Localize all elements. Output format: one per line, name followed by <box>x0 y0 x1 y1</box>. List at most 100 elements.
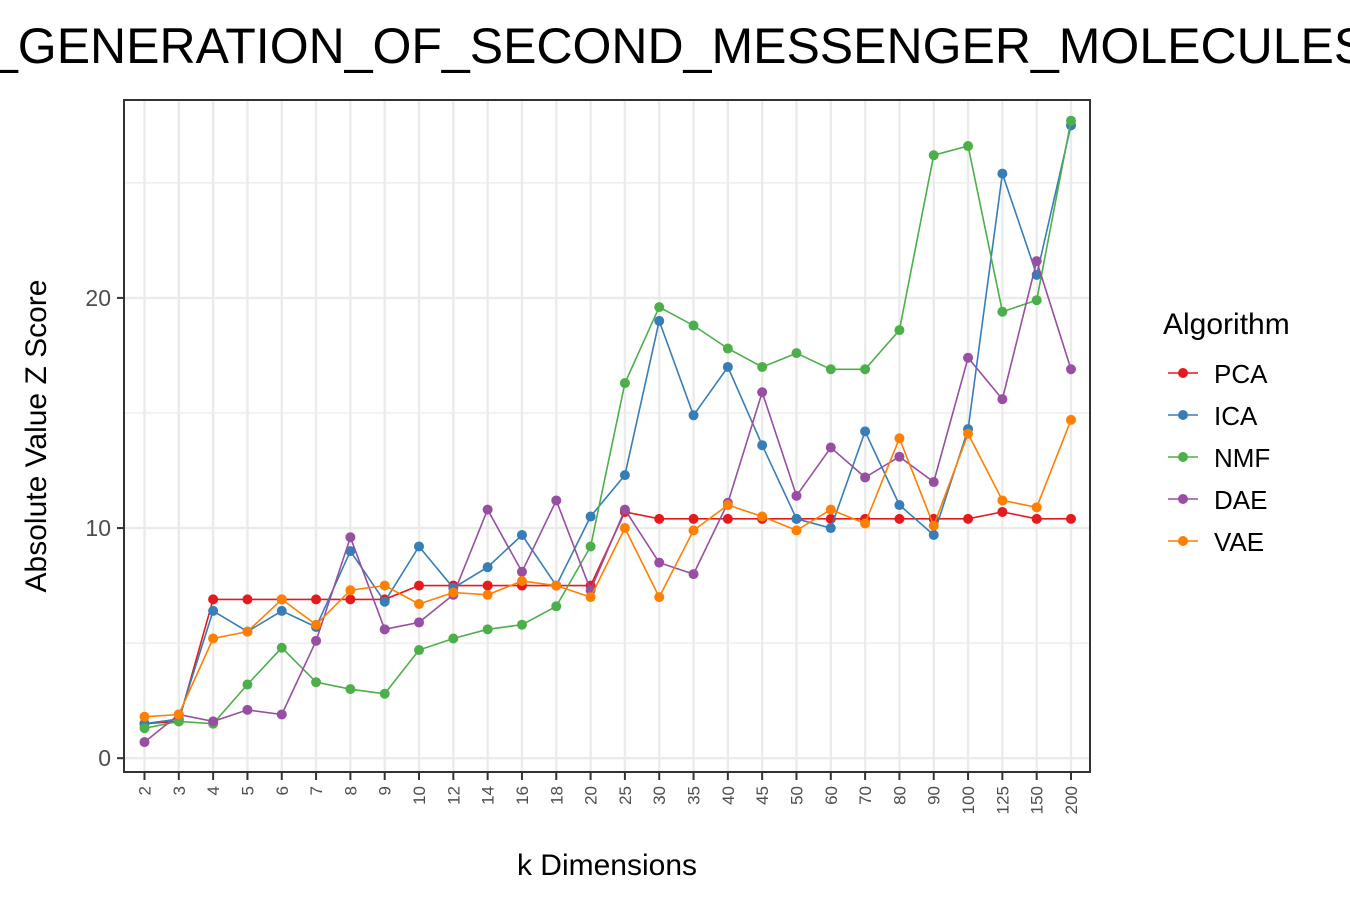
x-tick-label: 80 <box>890 786 909 805</box>
data-point-dae <box>482 504 493 515</box>
x-tick-label: 200 <box>1062 786 1081 814</box>
x-tick-label: 2 <box>136 786 155 795</box>
legend-item-nmf: NMF <box>1168 443 1270 473</box>
data-point-dae <box>379 624 390 635</box>
data-point-nmf <box>825 364 836 375</box>
data-point-vae <box>173 709 184 720</box>
data-point-ica <box>379 596 390 607</box>
x-tick-label: 14 <box>479 786 498 805</box>
data-point-vae <box>482 589 493 600</box>
data-point-vae <box>722 500 733 511</box>
x-tick-label: 150 <box>1028 786 1047 814</box>
data-point-nmf <box>516 619 527 630</box>
data-point-dae <box>242 704 253 715</box>
data-point-nmf <box>1031 295 1042 306</box>
data-point-dae <box>619 504 630 515</box>
data-point-pca <box>654 513 665 524</box>
x-tick-label: 70 <box>856 786 875 805</box>
data-point-vae <box>1031 502 1042 513</box>
data-point-vae <box>242 626 253 637</box>
data-point-ica <box>208 605 219 616</box>
data-point-vae <box>585 592 596 603</box>
data-point-ica <box>928 529 939 540</box>
data-point-pca <box>722 513 733 524</box>
data-point-nmf <box>414 645 425 656</box>
legend-label: DAE <box>1214 485 1267 515</box>
x-tick-label: 18 <box>547 786 566 805</box>
data-point-vae <box>688 525 699 536</box>
y-tick-label: 10 <box>85 515 111 541</box>
data-point-ica <box>757 440 768 451</box>
x-tick-label: 125 <box>993 786 1012 814</box>
legend-key-point <box>1178 536 1188 546</box>
x-tick-label: 90 <box>925 786 944 805</box>
x-tick-label: 10 <box>410 786 429 805</box>
series-line-ica <box>144 125 1072 725</box>
x-tick-label: 3 <box>170 786 189 795</box>
data-point-vae <box>379 580 390 591</box>
x-axis: 2 3 4 5 6 7 8 9 10 12 14 16 18 20 25 30 35 40 45 50 60 70 80 90… <box>136 772 1081 814</box>
data-point-nmf <box>345 684 356 695</box>
data-point-pca <box>345 594 356 605</box>
data-point-pca <box>997 506 1008 517</box>
legend-label: VAE <box>1214 527 1264 557</box>
data-point-vae <box>208 633 219 644</box>
plot-background <box>124 100 1090 772</box>
y-axis: 0 10 20 <box>85 285 124 771</box>
data-point-dae <box>414 617 425 628</box>
data-point-pca <box>242 594 253 605</box>
series-line-nmf <box>144 120 1072 730</box>
legend-item-dae: DAE <box>1168 485 1267 515</box>
data-point-ica <box>894 500 905 511</box>
data-point-dae <box>311 635 322 646</box>
data-point-nmf <box>757 361 768 372</box>
legend-key-point <box>1178 452 1188 462</box>
data-point-nmf <box>997 306 1008 317</box>
legend-label: ICA <box>1214 401 1258 431</box>
data-point-dae <box>825 442 836 453</box>
x-tick-label: 60 <box>822 786 841 805</box>
x-tick-label: 100 <box>959 786 978 814</box>
data-point-pca <box>688 513 699 524</box>
data-point-vae <box>551 580 562 591</box>
data-point-dae <box>860 472 871 483</box>
plot-panel-border <box>123 99 1091 773</box>
y-axis-title: Absolute Value Z Score <box>20 280 53 593</box>
data-point-dae <box>688 569 699 580</box>
data-point-vae <box>448 587 459 598</box>
data-point-ica <box>516 529 527 540</box>
gridlines <box>124 100 1090 772</box>
x-tick-label: 9 <box>376 786 395 795</box>
data-point-dae <box>516 566 527 577</box>
data-point-ica <box>722 361 733 372</box>
series-layer <box>139 115 1076 748</box>
legend-title: Algorithm <box>1163 308 1290 341</box>
data-point-nmf <box>139 723 150 734</box>
data-point-ica <box>585 511 596 522</box>
data-point-nmf <box>1066 115 1076 126</box>
data-point-nmf <box>894 325 905 336</box>
data-point-vae <box>619 523 630 534</box>
data-point-nmf <box>585 541 596 552</box>
data-point-vae <box>963 428 974 439</box>
legend-item-ica: ICA <box>1168 401 1258 431</box>
data-point-vae <box>894 433 905 444</box>
data-point-vae <box>997 495 1008 506</box>
series-line-vae <box>144 419 1072 718</box>
x-tick-label: 16 <box>513 786 532 805</box>
data-point-vae <box>654 592 665 603</box>
x-axis-title: k Dimensions <box>517 849 697 882</box>
data-point-pca <box>414 580 425 591</box>
data-point-pca <box>963 513 974 524</box>
x-tick-label: 6 <box>273 786 292 795</box>
x-tick-label: 50 <box>787 786 806 805</box>
data-point-vae <box>345 585 356 596</box>
x-tick-label: 5 <box>238 786 257 795</box>
data-point-nmf <box>928 150 939 161</box>
data-point-nmf <box>654 302 665 313</box>
data-point-vae <box>1066 414 1076 425</box>
data-point-nmf <box>791 348 802 359</box>
data-point-nmf <box>448 633 459 644</box>
x-tick-label: 7 <box>307 786 326 795</box>
